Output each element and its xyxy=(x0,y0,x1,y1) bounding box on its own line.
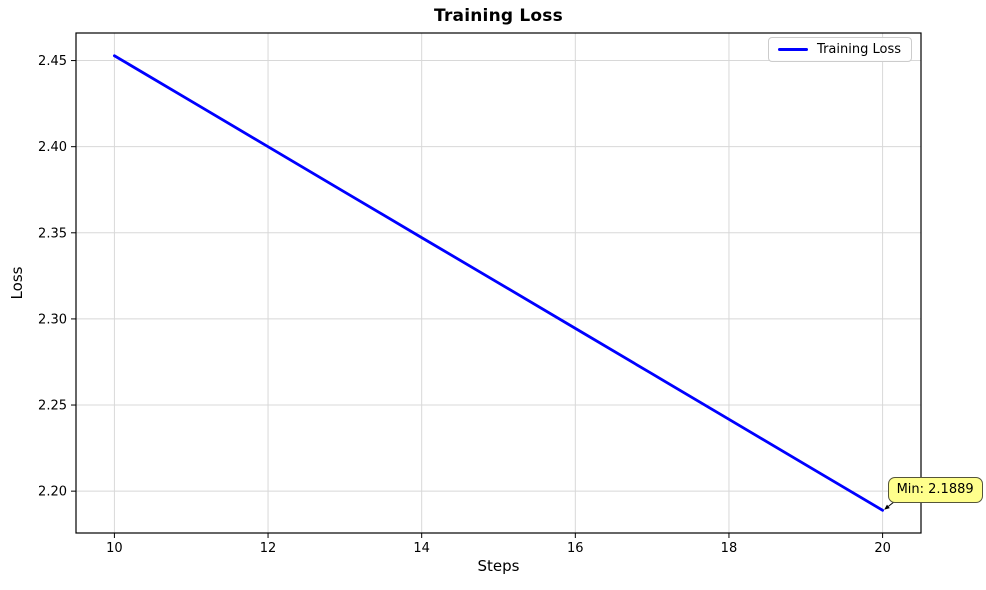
chart-title: Training Loss xyxy=(434,6,563,26)
x-tick-label: 12 xyxy=(260,541,277,556)
y-tick-label: 2.30 xyxy=(38,312,67,327)
x-tick-label: 16 xyxy=(567,541,584,556)
legend-label: Training Loss xyxy=(817,42,901,57)
min-annotation: Min: 2.1889 xyxy=(887,477,983,504)
x-tick-label: 14 xyxy=(413,541,430,556)
y-tick-label: 2.25 xyxy=(38,399,67,414)
x-tick-label: 10 xyxy=(106,541,123,556)
x-axis-label: Steps xyxy=(477,557,520,575)
y-tick-label: 2.45 xyxy=(38,54,67,69)
y-tick-label: 2.40 xyxy=(38,140,67,155)
y-tick-label: 2.20 xyxy=(38,485,67,500)
y-axis-label: Loss xyxy=(8,266,26,300)
legend-line-swatch xyxy=(778,48,809,51)
y-tick-label: 2.35 xyxy=(38,226,67,241)
legend: Training Loss xyxy=(768,37,912,62)
axes-frame xyxy=(75,32,922,534)
annotation-arrowhead xyxy=(884,504,890,510)
training-loss-line xyxy=(113,54,884,512)
x-tick-label: 20 xyxy=(874,541,891,556)
x-tick-label: 18 xyxy=(721,541,738,556)
annotation-arrow-line xyxy=(888,501,894,507)
